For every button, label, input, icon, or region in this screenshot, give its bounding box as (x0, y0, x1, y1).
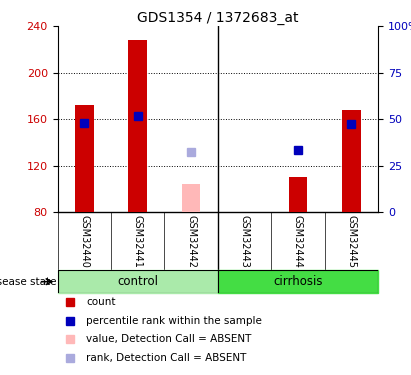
Text: control: control (117, 275, 158, 288)
Bar (58, 270, 218, 293)
Text: GSM32444: GSM32444 (293, 215, 303, 268)
Bar (218, 270, 378, 293)
Text: GSM32441: GSM32441 (133, 215, 143, 268)
Text: GSM32443: GSM32443 (240, 215, 249, 268)
Text: percentile rank within the sample: percentile rank within the sample (86, 316, 262, 326)
Text: value, Detection Call = ABSENT: value, Detection Call = ABSENT (86, 334, 252, 344)
Bar (75, 105, 94, 212)
Text: disease state: disease state (0, 277, 56, 286)
Text: GSM32445: GSM32445 (346, 215, 356, 268)
Text: GSM32440: GSM32440 (79, 215, 89, 268)
Text: count: count (86, 297, 116, 307)
Text: rank, Detection Call = ABSENT: rank, Detection Call = ABSENT (86, 353, 247, 363)
Bar (128, 40, 147, 212)
Bar (289, 177, 307, 212)
Title: GDS1354 / 1372683_at: GDS1354 / 1372683_at (137, 11, 298, 25)
Bar (342, 110, 361, 212)
Text: cirrhosis: cirrhosis (273, 275, 323, 288)
Text: GSM32442: GSM32442 (186, 215, 196, 268)
Bar (182, 184, 201, 212)
